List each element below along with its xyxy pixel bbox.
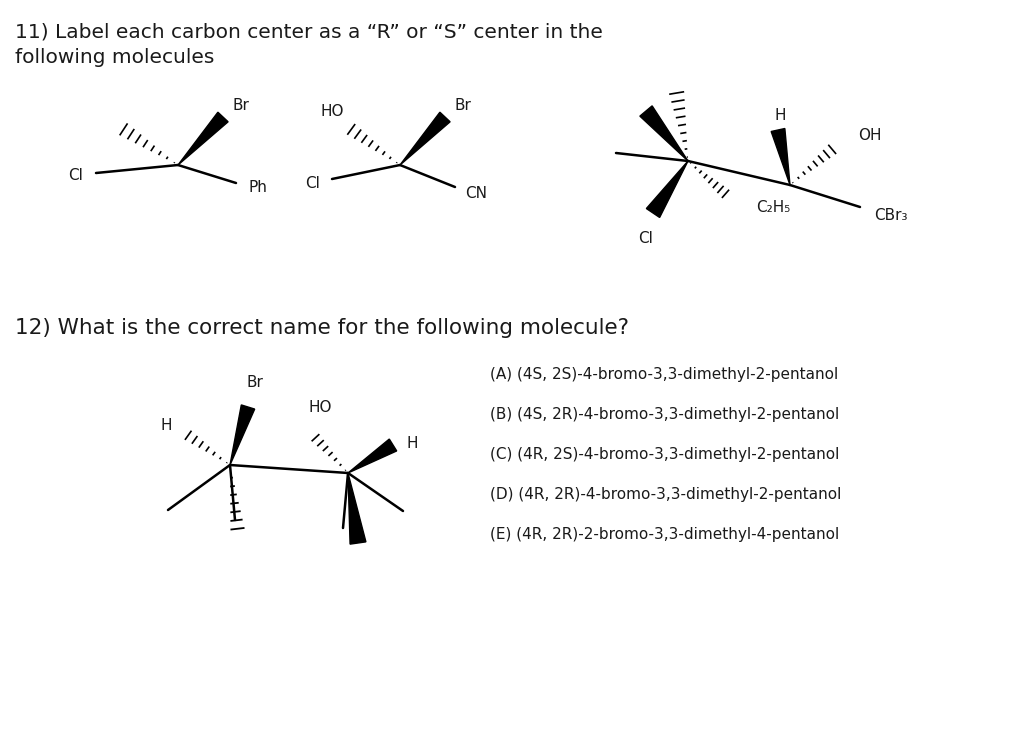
Text: (E) (4R, 2R)-2-bromo-3,3-dimethyl-4-pentanol: (E) (4R, 2R)-2-bromo-3,3-dimethyl-4-pent… bbox=[490, 528, 839, 542]
Polygon shape bbox=[771, 128, 790, 185]
Text: H: H bbox=[161, 418, 172, 432]
Text: CBr₃: CBr₃ bbox=[874, 207, 907, 223]
Polygon shape bbox=[230, 405, 254, 465]
Text: Cl: Cl bbox=[68, 168, 83, 183]
Polygon shape bbox=[640, 106, 687, 161]
Polygon shape bbox=[400, 112, 451, 165]
Text: C₂H₅: C₂H₅ bbox=[756, 199, 790, 215]
Text: 12) What is the correct name for the following molecule?: 12) What is the correct name for the fol… bbox=[15, 318, 629, 338]
Polygon shape bbox=[647, 161, 687, 218]
Text: H: H bbox=[774, 108, 786, 122]
Text: (A) (4S, 2S)-4-bromo-3,3-dimethyl-2-pentanol: (A) (4S, 2S)-4-bromo-3,3-dimethyl-2-pent… bbox=[490, 367, 838, 383]
Text: HO: HO bbox=[308, 400, 332, 415]
Text: (D) (4R, 2R)-4-bromo-3,3-dimethyl-2-pentanol: (D) (4R, 2R)-4-bromo-3,3-dimethyl-2-pent… bbox=[490, 487, 841, 503]
Text: Br: Br bbox=[246, 375, 263, 390]
Text: Ph: Ph bbox=[248, 180, 266, 194]
Polygon shape bbox=[178, 112, 228, 165]
Text: Br: Br bbox=[455, 97, 472, 112]
Text: OH: OH bbox=[858, 128, 882, 142]
Text: 11) Label each carbon center as a “R” or “S” center in the: 11) Label each carbon center as a “R” or… bbox=[15, 23, 603, 42]
Text: (C) (4R, 2S)-4-bromo-3,3-dimethyl-2-pentanol: (C) (4R, 2S)-4-bromo-3,3-dimethyl-2-pent… bbox=[490, 448, 839, 463]
Text: HO: HO bbox=[320, 103, 344, 119]
Text: Br: Br bbox=[233, 97, 250, 112]
Text: Cl: Cl bbox=[639, 231, 654, 246]
Polygon shape bbox=[348, 439, 397, 473]
Polygon shape bbox=[348, 473, 366, 544]
Text: Cl: Cl bbox=[305, 175, 320, 191]
Text: CN: CN bbox=[465, 185, 487, 201]
Text: H: H bbox=[406, 435, 418, 451]
Text: following molecules: following molecules bbox=[15, 48, 215, 67]
Text: (B) (4S, 2R)-4-bromo-3,3-dimethyl-2-pentanol: (B) (4S, 2R)-4-bromo-3,3-dimethyl-2-pent… bbox=[490, 408, 839, 422]
